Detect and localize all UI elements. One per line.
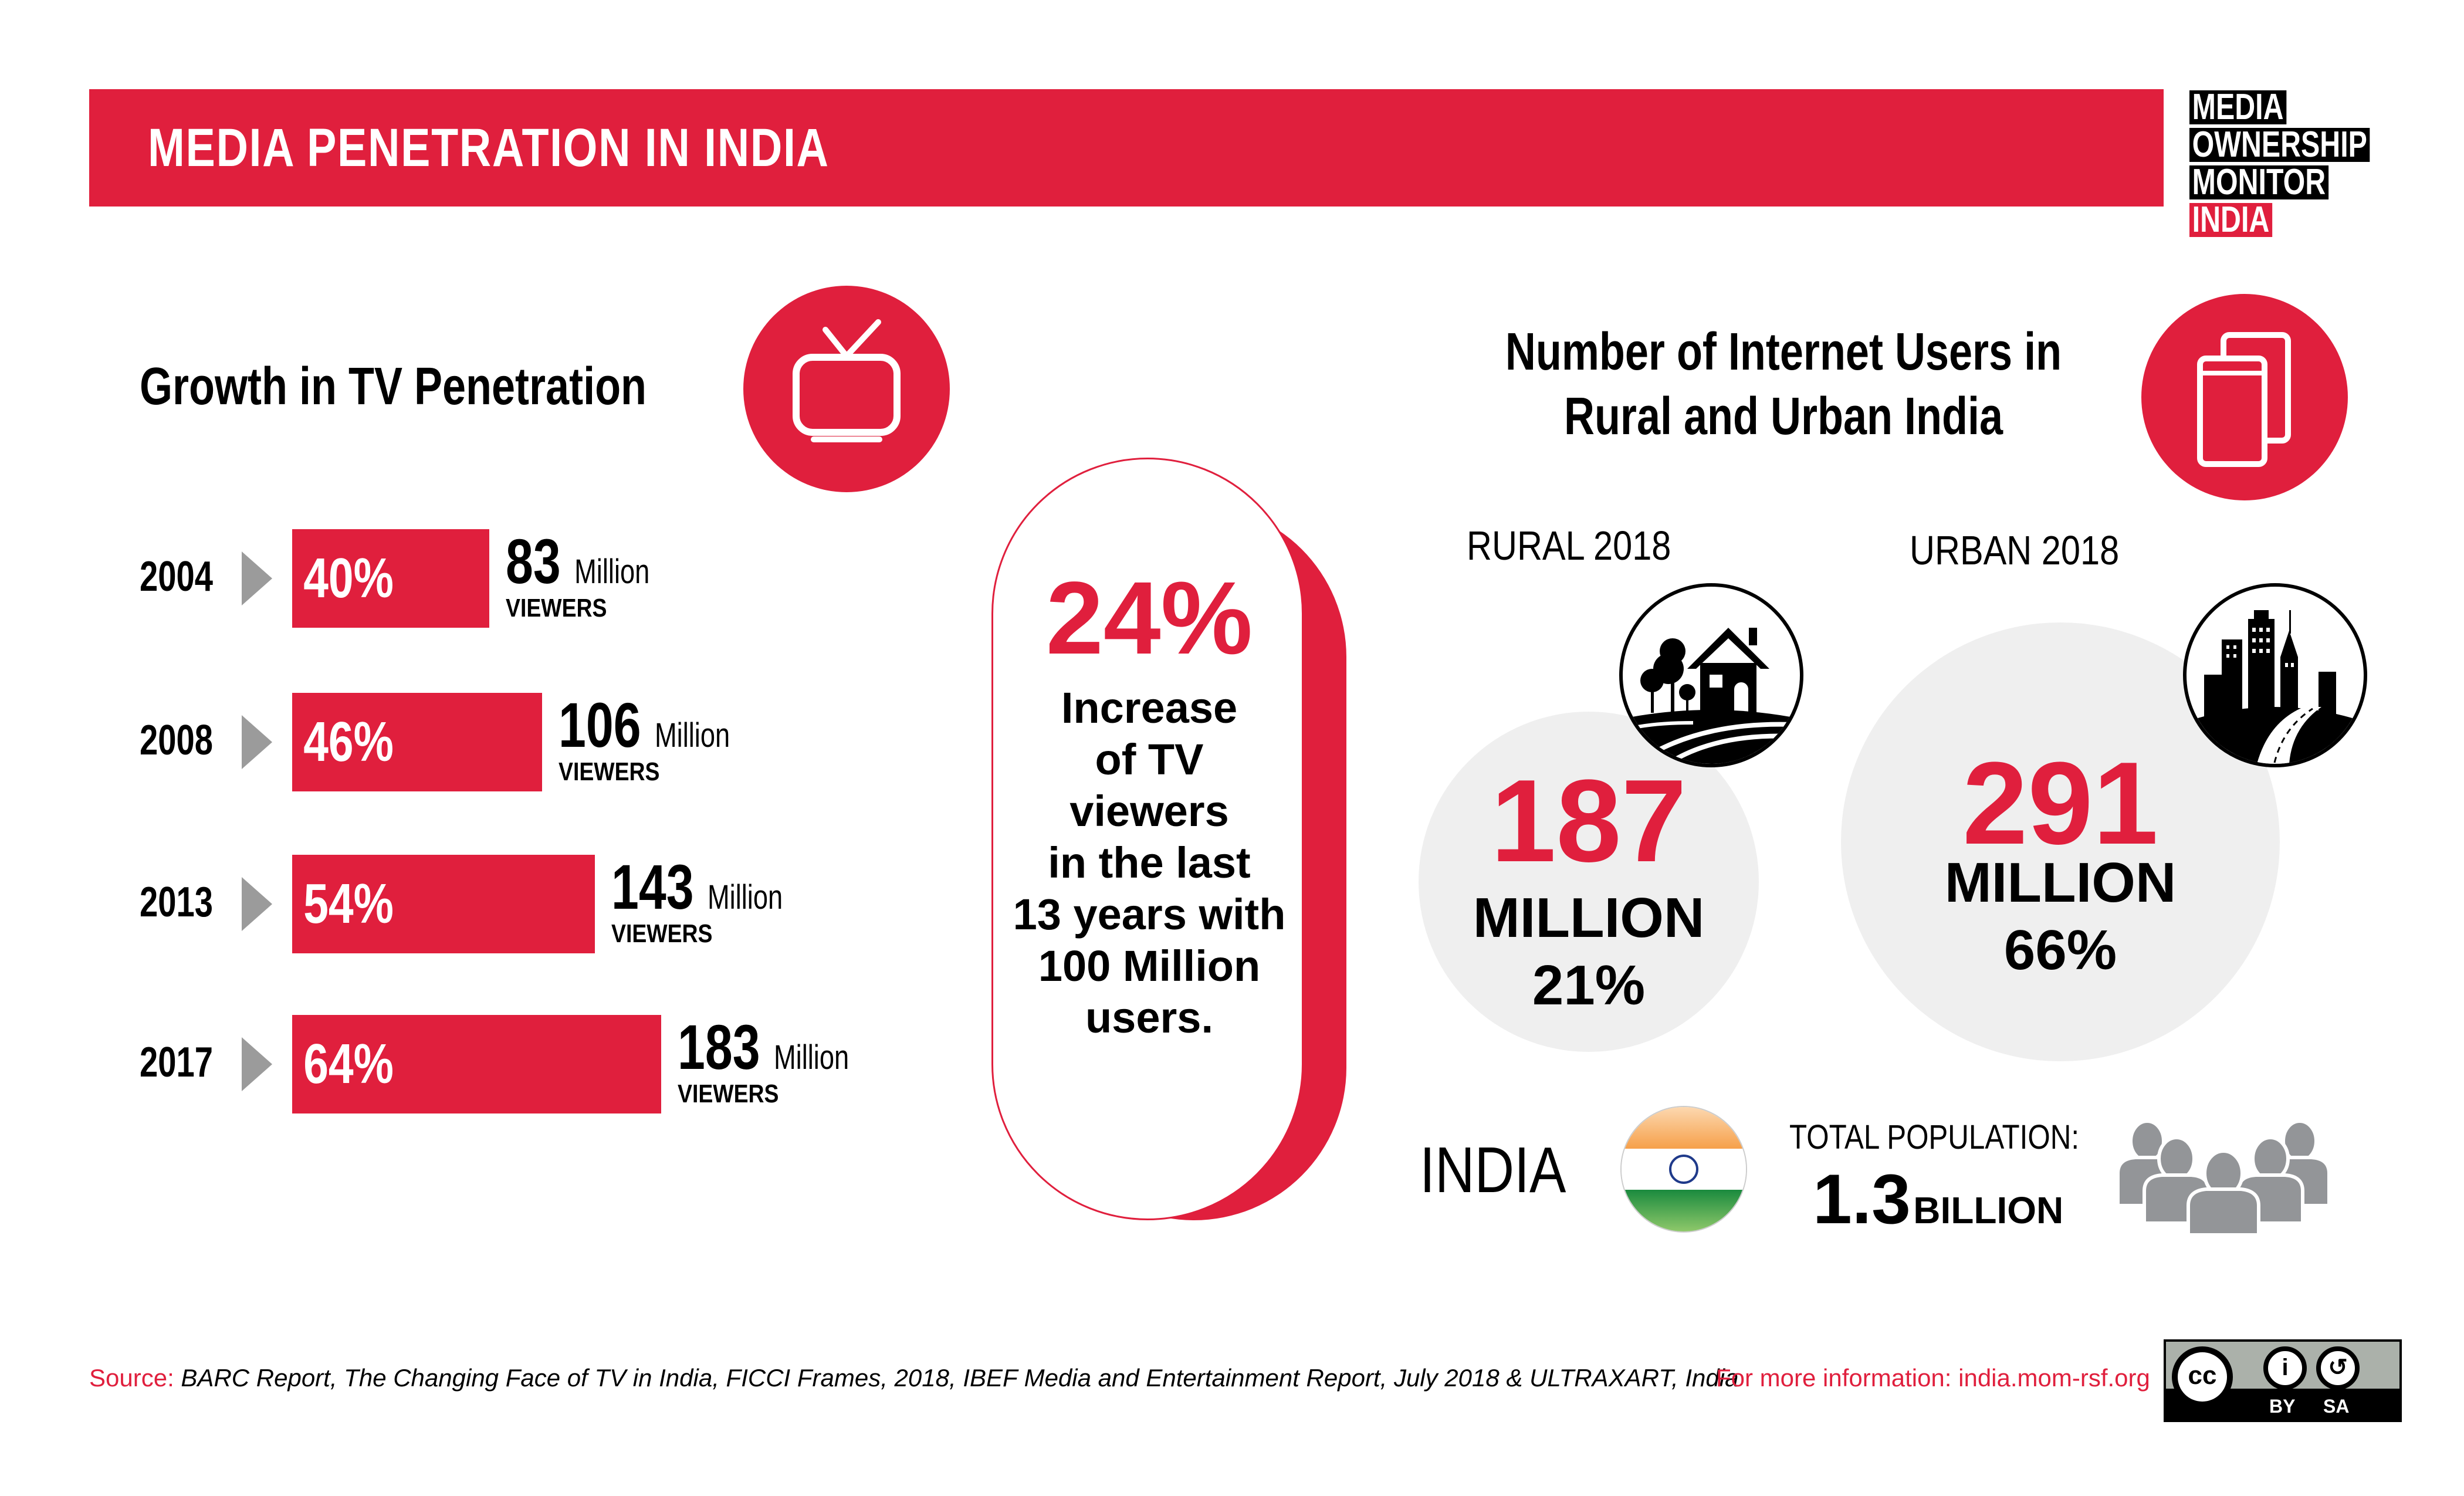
rural-percent: 21% [1532,954,1646,1017]
penetration-bar: 64% [292,1015,661,1113]
people-icon [2116,1119,2331,1235]
viewers-group: 83 Million [506,530,650,601]
source-text: BARC Report, The Changing Face of TV in … [181,1364,1739,1392]
tv-icon [793,319,901,442]
highlight-line: 13 years with [1013,890,1286,939]
row-year: 2004 [140,553,213,600]
farmhouse-icon [1623,628,1800,764]
bar-percent: 64% [303,1033,394,1095]
bar-percent: 40% [303,547,394,610]
viewers-label: VIEWERS [678,1079,779,1108]
internet-title-line: Rural and Urban India [1563,387,2003,446]
media-ownership-monitor-logo[interactable]: MEDIA OWNERSHIP MONITOR INDIA [2189,89,2421,241]
sa-label: SA [2323,1396,2350,1417]
viewers-value: 106 [559,689,641,760]
penetration-bar: 54% [292,855,595,953]
ashoka-chakra-icon [1669,1154,1698,1184]
urban-unit: MILLION [1944,851,2177,914]
tv-icon-circle [743,286,950,492]
arrow-icon [242,877,272,931]
bar-percent: 46% [303,710,394,773]
attribution-icon: i [2263,1346,2307,1390]
source-citation: Source: BARC Report, The Changing Face o… [89,1364,1738,1392]
source-label: Source: [89,1364,174,1392]
viewers-value: 183 [678,1011,760,1082]
highlight-line: viewers [1069,787,1229,835]
highlight-card: 24% Increase of TV viewers in the last 1… [991,458,1304,1220]
arrow-icon [242,551,272,605]
highlight-line: of TV [1095,735,1204,784]
by-label: BY [2269,1396,2296,1417]
row-year: 2017 [140,1039,213,1086]
urban-label: URBAN 2018 [1910,527,2120,573]
mobile-devices-icon [2197,332,2291,467]
rural-icon-circle [1619,583,1803,767]
viewers-value: 83 [506,526,561,597]
highlight-percent: 24% [1045,561,1253,676]
city-icon [2187,610,2364,764]
viewers-label: VIEWERS [611,919,713,948]
page-title: MEDIA PENETRATION IN INDIA [148,118,830,178]
urban-value: 291 [1962,738,2158,869]
rural-unit: MILLION [1473,886,1705,949]
highlight-text: Increase of TV viewers in the last 13 ye… [993,682,1305,1044]
viewers-unit: Million [654,716,730,754]
viewers-group: 143 Million [611,855,783,927]
urban-icon-circle [2183,583,2367,767]
viewers-group: 183 Million [678,1016,849,1087]
arrow-icon [242,715,272,769]
penetration-bar: 40% [292,529,489,628]
rural-stat-circle [1419,712,1759,1052]
population-unit: BILLION [1913,1189,2064,1231]
share-alike-icon: ↺ [2316,1346,2360,1390]
mobile-icon-circle [2141,294,2348,500]
india-flag-icon [1620,1106,1747,1233]
viewers-unit: Million [574,553,650,591]
population-value-group: 1.3 BILLION [1813,1159,2063,1240]
logo-line: MONITOR [2189,164,2328,201]
logo-line: INDIA [2189,202,2273,238]
penetration-bar: 46% [292,693,542,791]
country-label: INDIA [1420,1134,1566,1206]
row-year: 2013 [140,879,213,926]
highlight-line: in the last [1048,838,1251,887]
rural-value: 187 [1491,756,1687,886]
row-year: 2008 [140,717,213,764]
population-value: 1.3 [1813,1160,1911,1238]
internet-title-line: Number of Internet Users in [1505,323,2062,381]
highlight-line: 100 Million [1038,942,1261,990]
logo-line: OWNERSHIP [2189,127,2370,163]
tv-section-title: Growth in TV Penetration [140,357,647,416]
cc-icon: cc [2172,1346,2233,1407]
logo-line: MEDIA [2189,89,2287,126]
highlight-line: users. [1085,993,1214,1042]
viewers-group: 106 Million [559,693,730,765]
more-info-link[interactable]: For more information: india.mom-rsf.org [1716,1364,2150,1392]
header-bar [89,89,2164,207]
viewers-label: VIEWERS [506,594,607,622]
urban-percent: 66% [2003,919,2117,981]
population-label: TOTAL POPULATION: [1789,1118,2080,1156]
viewers-unit: Million [773,1038,849,1077]
bar-percent: 54% [303,872,394,935]
internet-section-title: Number of Internet Users in Rural and Ur… [1431,320,2135,449]
viewers-label: VIEWERS [559,757,660,786]
viewers-value: 143 [611,851,694,922]
arrow-icon [242,1037,272,1091]
cc-by-sa-badge[interactable]: cc i ↺ BY SA [2164,1339,2402,1422]
viewers-unit: Million [707,878,783,916]
highlight-line: Increase [1061,683,1238,732]
rural-label: RURAL 2018 [1467,523,1671,568]
